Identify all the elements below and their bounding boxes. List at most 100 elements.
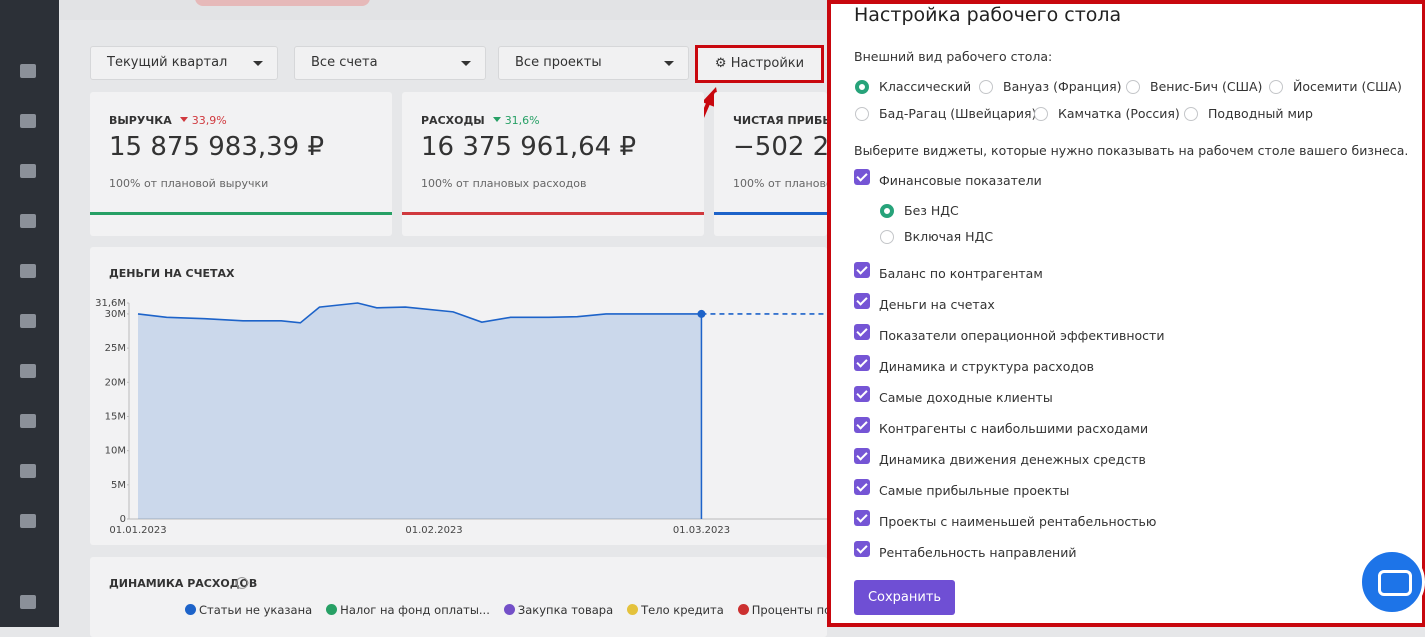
theme-label: Классический [879, 79, 972, 94]
nav-icon[interactable] [20, 264, 36, 278]
vat-label: Включая НДС [904, 229, 994, 244]
kpi-change: 33,9% [179, 114, 227, 127]
theme-label: Венис-Бич (США) [1150, 79, 1263, 94]
line [137, 302, 702, 324]
modal-title: Настройка рабочего стола [854, 4, 1122, 26]
nav-icon[interactable] [20, 314, 36, 328]
kpi-card: ВЫРУЧКА 33,9% 15 875 983,39 ₽ 100% от плано… [90, 92, 392, 236]
x-tick-label: 01.03.2023 [673, 525, 730, 536]
widget-label: Самые прибыльные проекты [879, 483, 1070, 498]
nav-icon[interactable] [20, 114, 36, 128]
sidebar [0, 0, 59, 627]
checkbox[interactable] [854, 479, 870, 495]
radio[interactable] [855, 80, 869, 94]
kpi-change-arrow [492, 116, 501, 126]
checkbox[interactable] [854, 541, 870, 557]
widget-label: Динамика движения денежных средств [879, 452, 1146, 467]
radio[interactable] [1184, 107, 1198, 121]
theme-label: Камчатка (Россия) [1058, 106, 1180, 121]
theme-label: Подводный мир [1208, 106, 1313, 121]
nav-icon[interactable] [20, 464, 36, 478]
radio[interactable] [1034, 107, 1048, 121]
kpi-label: ВЫРУЧКА 33,9% [109, 114, 227, 127]
checkbox[interactable] [854, 293, 870, 309]
checkbox[interactable] [854, 448, 870, 464]
kpi-bar [402, 212, 704, 215]
kpi-note: 100% от планово [733, 177, 827, 190]
nav-icon[interactable] [20, 214, 36, 228]
legend-item: Тело кредита [627, 603, 724, 617]
chat-button[interactable] [1359, 549, 1425, 615]
filter-dropdown[interactable]: Текущий квартал [90, 46, 278, 80]
checkbox[interactable] [854, 386, 870, 402]
y-tick-label: 15M [105, 411, 126, 422]
widgets-label: Выберите виджеты, которые нужно показыва… [854, 143, 1409, 158]
radio[interactable] [880, 230, 894, 244]
legend-label: Закупка товара [517, 603, 614, 617]
nav-icon[interactable] [20, 64, 36, 78]
theme-label: Вануаз (Франция) [1003, 79, 1122, 94]
legend-item: Проценты по кредитам [737, 603, 827, 617]
widget-label: Деньги на счетах [879, 297, 995, 312]
checkbox[interactable] [854, 324, 870, 340]
radio[interactable] [979, 80, 993, 94]
nav-icon[interactable] [20, 595, 36, 609]
filter-dropdown[interactable]: Все проекты [498, 46, 689, 80]
kpi-card: ЧИСТАЯ ПРИБЫЛЬ −502 22 100% от планово [714, 92, 827, 236]
nav-icon[interactable] [20, 514, 36, 528]
y-tick-label: 25M [105, 343, 126, 354]
kpi-note: 100% от плановых расходов [421, 177, 587, 190]
kpi-label: ЧИСТАЯ ПРИБЫЛЬ [733, 114, 827, 127]
chart-title: ДЕНЬГИ НА СЧЕТАХ [109, 267, 235, 280]
kpi-note: 100% от плановой выручки [109, 177, 269, 190]
legend-dot [185, 604, 196, 615]
legend-label: Статьи не указана [199, 603, 313, 617]
vat-label: Без НДС [904, 203, 959, 218]
kpi-label: РАСХОДЫ 31,6% [421, 114, 540, 127]
widget-label: Контрагенты с наибольшими расходами [879, 421, 1149, 436]
settings-button[interactable]: ⚙ Настройки [695, 45, 824, 83]
save-button[interactable]: Сохранить [854, 580, 955, 615]
radio[interactable] [1126, 80, 1140, 94]
legend-dot [326, 604, 338, 615]
expenses-card: ДИНАМИКА РАСХОДОВ Статьи не указана Налог… [90, 557, 827, 637]
kpi-change-arrow [179, 116, 188, 126]
legend-dot [627, 604, 639, 615]
theme-label: Бад-Рагац (Швейцария) [879, 106, 1037, 121]
kpi-label-text: ВЫРУЧКА [109, 114, 172, 127]
checkbox[interactable] [854, 417, 870, 433]
kpi-change-value: 33,9% [191, 114, 227, 127]
kpi-card: РАСХОДЫ 31,6% 16 375 961,64 ₽ 100% от плано… [402, 92, 704, 236]
expenses-legend: Статьи не указана Налог на фонд оплаты...… [185, 603, 827, 617]
nav-icon[interactable] [20, 414, 36, 428]
x-tick-label: 01.02.2023 [405, 525, 462, 536]
legend-item: Налог на фонд оплаты... [326, 603, 490, 617]
checkbox[interactable] [854, 169, 870, 185]
legend-dot [737, 604, 749, 615]
radio[interactable] [1269, 80, 1283, 94]
checkbox[interactable] [854, 355, 870, 371]
radio[interactable] [855, 107, 869, 121]
x-tick-label: 01.01.2023 [109, 525, 166, 536]
y-tick-label: 31,6M [95, 298, 126, 309]
legend-dot [503, 604, 515, 615]
radio[interactable] [880, 204, 894, 218]
kpi-bar [714, 212, 827, 215]
checkbox[interactable] [854, 262, 870, 278]
kpi-label-text: РАСХОДЫ [421, 114, 485, 127]
legend-item: Закупка товара [503, 603, 614, 617]
appearance-label: Внешний вид рабочего стола: [854, 49, 1053, 64]
kpi-value: 15 875 983,39 ₽ [109, 132, 325, 162]
kpi-value: −502 22 [733, 132, 827, 162]
widget-label: Финансовые показатели [879, 173, 1042, 188]
nav-icon[interactable] [20, 364, 36, 378]
filter-dropdown[interactable]: Все счета [294, 46, 486, 80]
checkbox[interactable] [854, 510, 870, 526]
chart: ДЕНЬГИ НА СЧЕТАХ 0 5M 10M 15M 20M 25M 30M31,6M… [95, 267, 827, 536]
y-tick-label: 5M [111, 480, 126, 491]
settings-modal: Настройка рабочего стола Внешний вид раб… [827, 0, 1425, 627]
info-icon[interactable] [236, 577, 248, 589]
y-tick-label: 0 [120, 514, 126, 525]
nav-icon[interactable] [20, 164, 36, 178]
